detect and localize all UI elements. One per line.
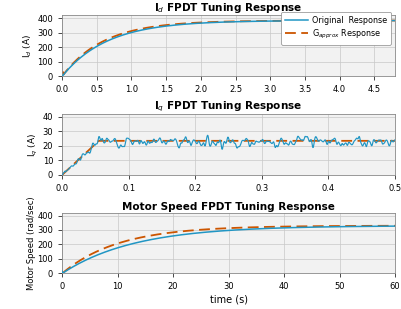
Y-axis label: Motor Speed (rad/sec): Motor Speed (rad/sec) (27, 196, 36, 290)
Legend: Original  Response, G$_{approx}$ Response: Original Response, G$_{approx}$ Response (281, 12, 391, 45)
Title: I$_q$ FPDT Tuning Response: I$_q$ FPDT Tuning Response (154, 99, 303, 114)
Y-axis label: I$_q$ (A): I$_q$ (A) (26, 132, 40, 157)
Title: I$_d$ FPDT Tuning Response: I$_d$ FPDT Tuning Response (154, 2, 303, 15)
X-axis label: time (s): time (s) (210, 294, 247, 304)
Y-axis label: I$_d$ (A): I$_d$ (A) (22, 34, 34, 58)
Title: Motor Speed FPDT Tuning Response: Motor Speed FPDT Tuning Response (122, 202, 335, 212)
